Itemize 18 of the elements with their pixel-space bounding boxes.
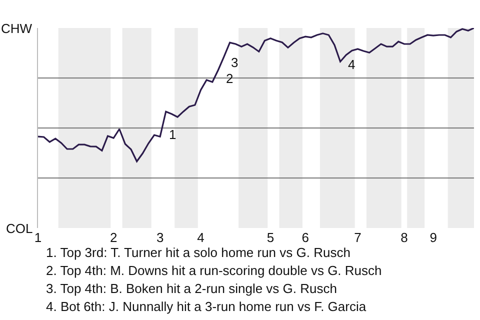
x-tick-label: 6 bbox=[302, 230, 310, 245]
text: CHW bbox=[1, 21, 33, 36]
x-tick-label: 7 bbox=[354, 230, 362, 245]
x-tick-label: 8 bbox=[400, 230, 408, 245]
x-tick-label: 4 bbox=[197, 230, 204, 245]
x-tick-label: 5 bbox=[266, 230, 274, 245]
text: 2. Top 4th: M. Downs hit a run-scoring double vs G. Rusch bbox=[46, 263, 382, 278]
text: COL bbox=[6, 221, 33, 236]
text: 4. Bot 6th: J. Nunnally hit a 3-run home run vs F. Garcia bbox=[46, 299, 367, 314]
annotation: 3 bbox=[231, 55, 238, 70]
x-tick-label: 3 bbox=[156, 230, 164, 245]
annotation: 1 bbox=[169, 127, 176, 142]
x-tick-label: 2 bbox=[110, 230, 118, 245]
x-tick-label: 1 bbox=[34, 230, 42, 245]
text: 1. Top 3rd: T. Turner hit a solo home run vs G. Rusch bbox=[46, 245, 350, 260]
x-tick-label: 9 bbox=[430, 230, 437, 245]
text: 3. Top 4th: B. Boken hit a 2-run single vs G. Rusch bbox=[46, 281, 337, 296]
annotation: 4 bbox=[348, 57, 356, 72]
